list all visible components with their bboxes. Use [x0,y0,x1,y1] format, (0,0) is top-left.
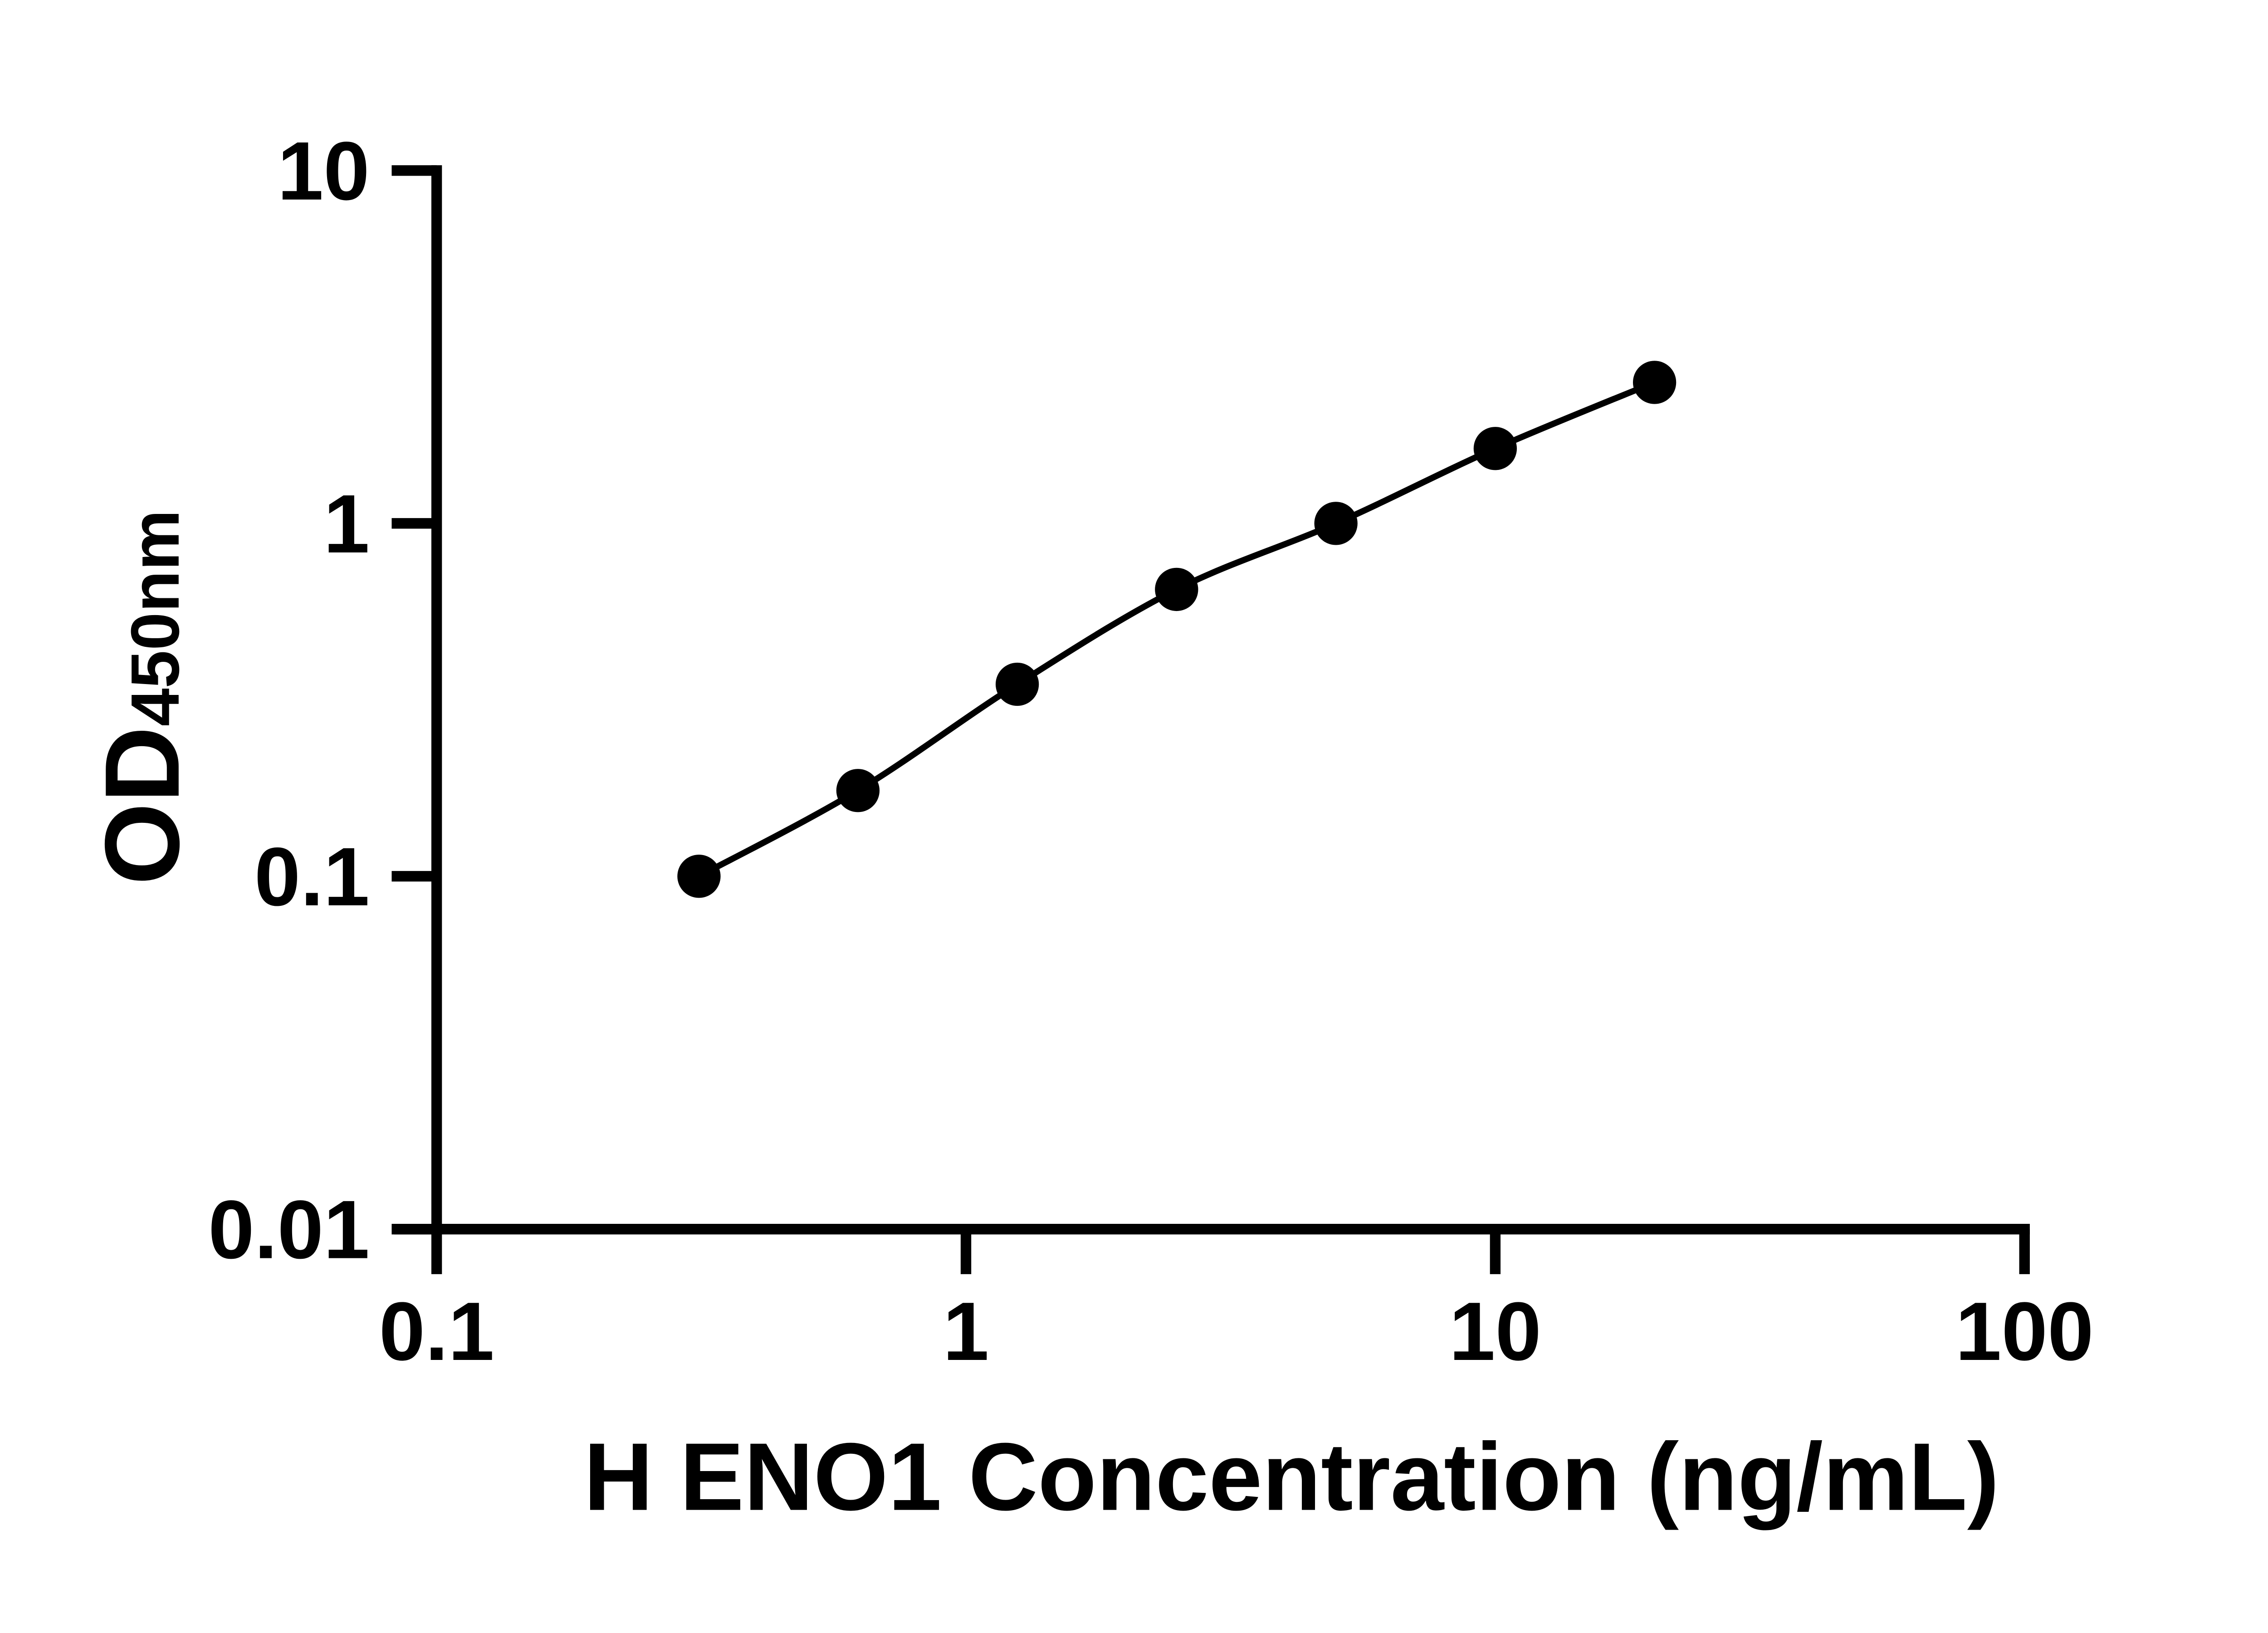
y-axis-ticks: 10 1 0.1 0.01 [208,125,437,1276]
x-tick-label: 0.1 [379,1285,494,1378]
axes [394,165,2030,1235]
data-point [1473,427,1517,470]
y-tick-label: 0.01 [208,1183,370,1276]
y-axis-title: OD450nm [83,510,201,885]
y-tick-label: 1 [323,478,370,570]
data-point [995,662,1039,706]
y-tick-label: 0.1 [254,831,370,923]
data-point [1314,502,1358,545]
data-point [677,855,721,898]
data-point [1155,567,1198,611]
data-point [1633,361,1677,404]
y-axis-title-main: OD [83,726,201,885]
data-point [836,769,880,812]
x-axis-ticks: 0.1 1 10 100 [379,1229,2094,1378]
x-tick-label: 1 [943,1285,989,1378]
x-tick-label: 10 [1449,1285,1541,1378]
data-points [677,361,1677,898]
y-tick-label: 10 [278,125,370,217]
y-axis-title-subscript: 450nm [117,510,193,727]
x-axis-title: H ENO1 Concentration (ng/mL) [584,1423,1999,1530]
x-tick-label: 100 [1955,1285,2094,1378]
